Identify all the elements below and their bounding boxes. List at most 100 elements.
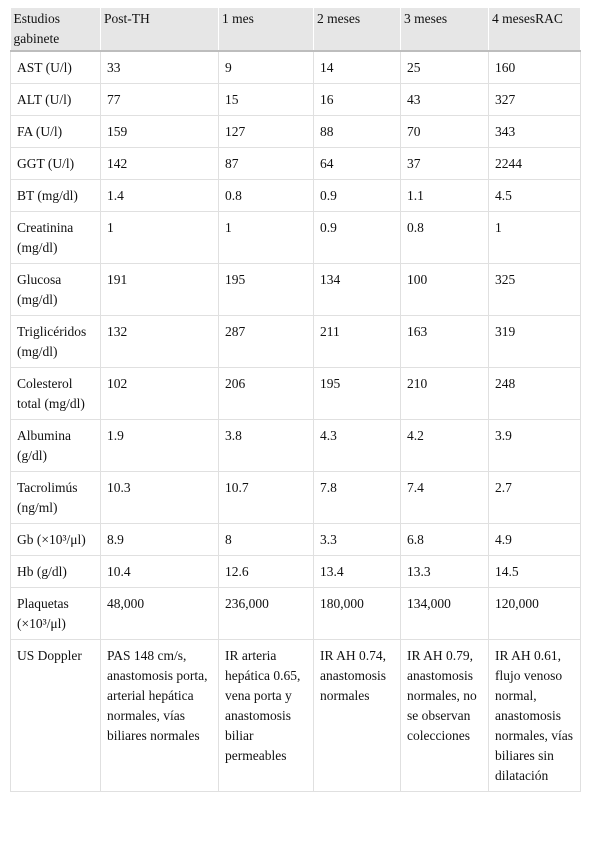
cell: 180,000 (313, 587, 401, 640)
header-row: Estudios gabinete Post-TH 1 mes 2 meses 3 me… (10, 8, 581, 52)
cell: 287 (218, 315, 314, 368)
table-row: BT (mg/dl) 1.4 0.8 0.9 1.1 4.5 (10, 179, 581, 212)
header-cell: 4 mesesRAC (488, 8, 581, 52)
row-label: Triglicéridos (mg/dl) (10, 315, 101, 368)
cell: 3.9 (488, 419, 581, 472)
cell: 13.4 (313, 555, 401, 588)
header-cell: 2 meses (313, 8, 401, 52)
cell: 10.3 (100, 471, 219, 524)
cell: 3.3 (313, 523, 401, 556)
lab-table: Estudios gabinete Post-TH 1 mes 2 meses 3 me… (10, 8, 581, 792)
table-row: Hb (g/dl) 10.4 12.6 13.4 13.3 14.5 (10, 555, 581, 588)
cell: PAS 148 cm/s, anastomosis porta, arteria… (100, 639, 219, 792)
cell: 43 (400, 83, 489, 116)
table-row: US Doppler PAS 148 cm/s, anastomosis port… (10, 639, 581, 792)
cell: 163 (400, 315, 489, 368)
cell: IR arteria hepática 0.65, vena porta y a… (218, 639, 314, 792)
cell: 134 (313, 263, 401, 316)
cell: 15 (218, 83, 314, 116)
cell: 88 (313, 115, 401, 148)
cell: 0.8 (400, 211, 489, 264)
cell: 1.4 (100, 179, 219, 212)
row-label: US Doppler (10, 639, 101, 792)
table-row: Tacrolimús (ng/ml) 10.3 10.7 7.8 7.4 2.7 (10, 471, 581, 524)
table-row: Creatinina (mg/dl) 1 1 0.9 0.8 1 (10, 211, 581, 264)
cell: 210 (400, 367, 489, 420)
cell: 7.8 (313, 471, 401, 524)
row-label: Hb (g/dl) (10, 555, 101, 588)
cell: 0.8 (218, 179, 314, 212)
cell: 325 (488, 263, 581, 316)
table-row: FA (U/l) 159 127 88 70 343 (10, 115, 581, 148)
cell: 4.5 (488, 179, 581, 212)
row-label: AST (U/l) (10, 50, 101, 84)
table-row: AST (U/l) 33 9 14 25 160 (10, 50, 581, 84)
table-row: Plaquetas (×10³/μl) 48,000 236,000 180,000 1… (10, 587, 581, 640)
row-label: BT (mg/dl) (10, 179, 101, 212)
cell: 1.1 (400, 179, 489, 212)
cell: 25 (400, 50, 489, 84)
cell: IR AH 0.61, flujo venoso normal, anastom… (488, 639, 581, 792)
cell: 195 (218, 263, 314, 316)
table-body: AST (U/l) 33 9 14 25 160 ALT (U/l) 77 15 16 43 327 F… (10, 50, 581, 792)
cell: 8 (218, 523, 314, 556)
row-label: Albumina (g/dl) (10, 419, 101, 472)
cell: 2.7 (488, 471, 581, 524)
row-label: GGT (U/l) (10, 147, 101, 180)
cell: 134,000 (400, 587, 489, 640)
cell: 2244 (488, 147, 581, 180)
cell: 87 (218, 147, 314, 180)
cell: 16 (313, 83, 401, 116)
cell: 10.7 (218, 471, 314, 524)
row-label: Plaquetas (×10³/μl) (10, 587, 101, 640)
cell: IR AH 0.74, anastomosis normales (313, 639, 401, 792)
table-row: Colesterol total (mg/dl) 102 206 195 210 248 (10, 367, 581, 420)
cell: 14.5 (488, 555, 581, 588)
cell: 14 (313, 50, 401, 84)
cell: 9 (218, 50, 314, 84)
header-cell: Estudios gabinete (10, 8, 101, 52)
cell: 1 (488, 211, 581, 264)
cell: 0.9 (313, 211, 401, 264)
cell: 4.9 (488, 523, 581, 556)
header-cell: 3 meses (400, 8, 489, 52)
cell: 206 (218, 367, 314, 420)
table-row: GGT (U/l) 142 87 64 37 2244 (10, 147, 581, 180)
cell: 248 (488, 367, 581, 420)
cell: 343 (488, 115, 581, 148)
cell: 142 (100, 147, 219, 180)
cell: 3.8 (218, 419, 314, 472)
cell: 77 (100, 83, 219, 116)
cell: 132 (100, 315, 219, 368)
row-label: ALT (U/l) (10, 83, 101, 116)
cell: 70 (400, 115, 489, 148)
cell: 159 (100, 115, 219, 148)
table-row: Triglicéridos (mg/dl) 132 287 211 163 319 (10, 315, 581, 368)
cell: 64 (313, 147, 401, 180)
table-row: Albumina (g/dl) 1.9 3.8 4.3 4.2 3.9 (10, 419, 581, 472)
row-label: Gb (×10³/μl) (10, 523, 101, 556)
cell: 6.8 (400, 523, 489, 556)
cell: 120,000 (488, 587, 581, 640)
cell: 191 (100, 263, 219, 316)
cell: 4.2 (400, 419, 489, 472)
cell: 7.4 (400, 471, 489, 524)
cell: 12.6 (218, 555, 314, 588)
cell: 102 (100, 367, 219, 420)
cell: 48,000 (100, 587, 219, 640)
cell: 127 (218, 115, 314, 148)
cell: 195 (313, 367, 401, 420)
row-label: FA (U/l) (10, 115, 101, 148)
cell: 160 (488, 50, 581, 84)
table-row: ALT (U/l) 77 15 16 43 327 (10, 83, 581, 116)
cell: 211 (313, 315, 401, 368)
row-label: Creatinina (mg/dl) (10, 211, 101, 264)
row-label: Tacrolimús (ng/ml) (10, 471, 101, 524)
cell: 319 (488, 315, 581, 368)
cell: IR AH 0.79, anastomosis normales, no se … (400, 639, 489, 792)
table-row: Gb (×10³/μl) 8.9 8 3.3 6.8 4.9 (10, 523, 581, 556)
cell: 1 (100, 211, 219, 264)
cell: 1 (218, 211, 314, 264)
table-row: Glucosa (mg/dl) 191 195 134 100 325 (10, 263, 581, 316)
